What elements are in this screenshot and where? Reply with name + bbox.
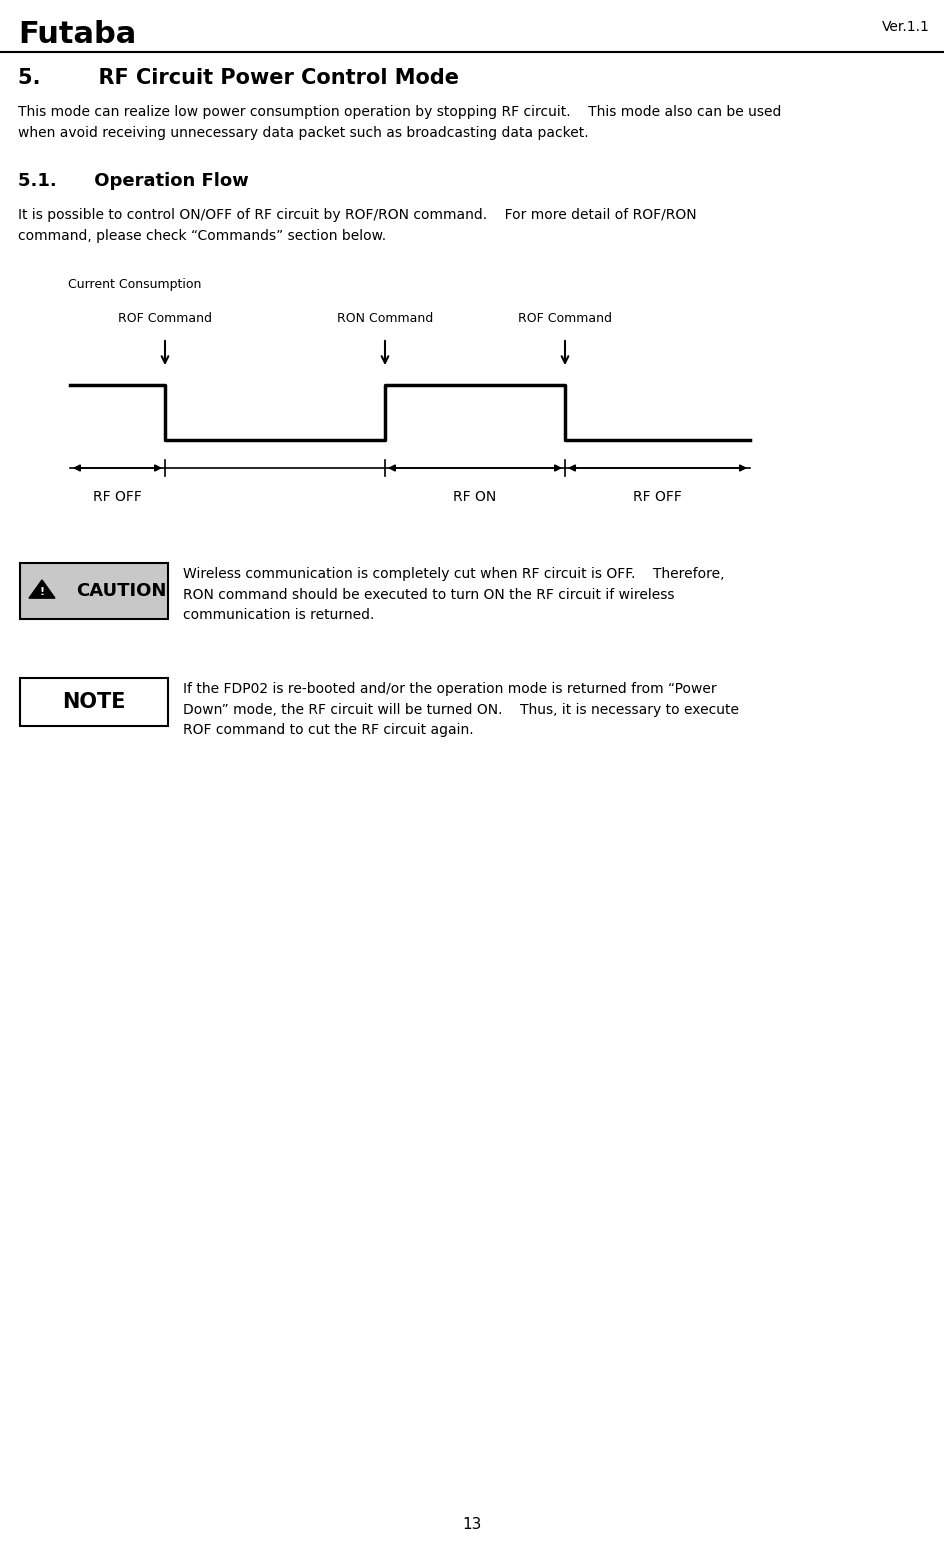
Text: RF OFF: RF OFF [93,490,142,503]
Text: ROF Command: ROF Command [517,312,612,325]
Text: Ver.1.1: Ver.1.1 [881,20,929,34]
Text: This mode can realize low power consumption operation by stopping RF circuit.   : This mode can realize low power consumpt… [18,106,781,140]
Text: Current Consumption: Current Consumption [68,278,201,291]
Polygon shape [29,580,55,598]
Text: NOTE: NOTE [62,692,126,712]
Text: RF OFF: RF OFF [632,490,682,503]
Bar [20,678,168,726]
Text: RF ON: RF ON [453,490,497,503]
Text: CAUTION: CAUTION [76,583,166,600]
Text: Futaba: Futaba [18,20,136,50]
Text: If the FDP02 is re-booted and/or the operation mode is returned from “Power
Down: If the FDP02 is re-booted and/or the ope… [183,682,738,737]
Text: 13: 13 [462,1517,481,1532]
Text: ROF Command: ROF Command [118,312,211,325]
Text: RON Command: RON Command [336,312,432,325]
Bar [20,563,168,618]
Text: !: ! [40,587,44,597]
Text: 5.        RF Circuit Power Control Mode: 5. RF Circuit Power Control Mode [18,68,459,89]
Text: Wireless communication is completely cut when RF circuit is OFF.    Therefore,
R: Wireless communication is completely cut… [183,567,724,622]
Text: 5.1.      Operation Flow: 5.1. Operation Flow [18,172,248,190]
Text: It is possible to control ON/OFF of RF circuit by ROF/RON command.    For more d: It is possible to control ON/OFF of RF c… [18,208,696,242]
